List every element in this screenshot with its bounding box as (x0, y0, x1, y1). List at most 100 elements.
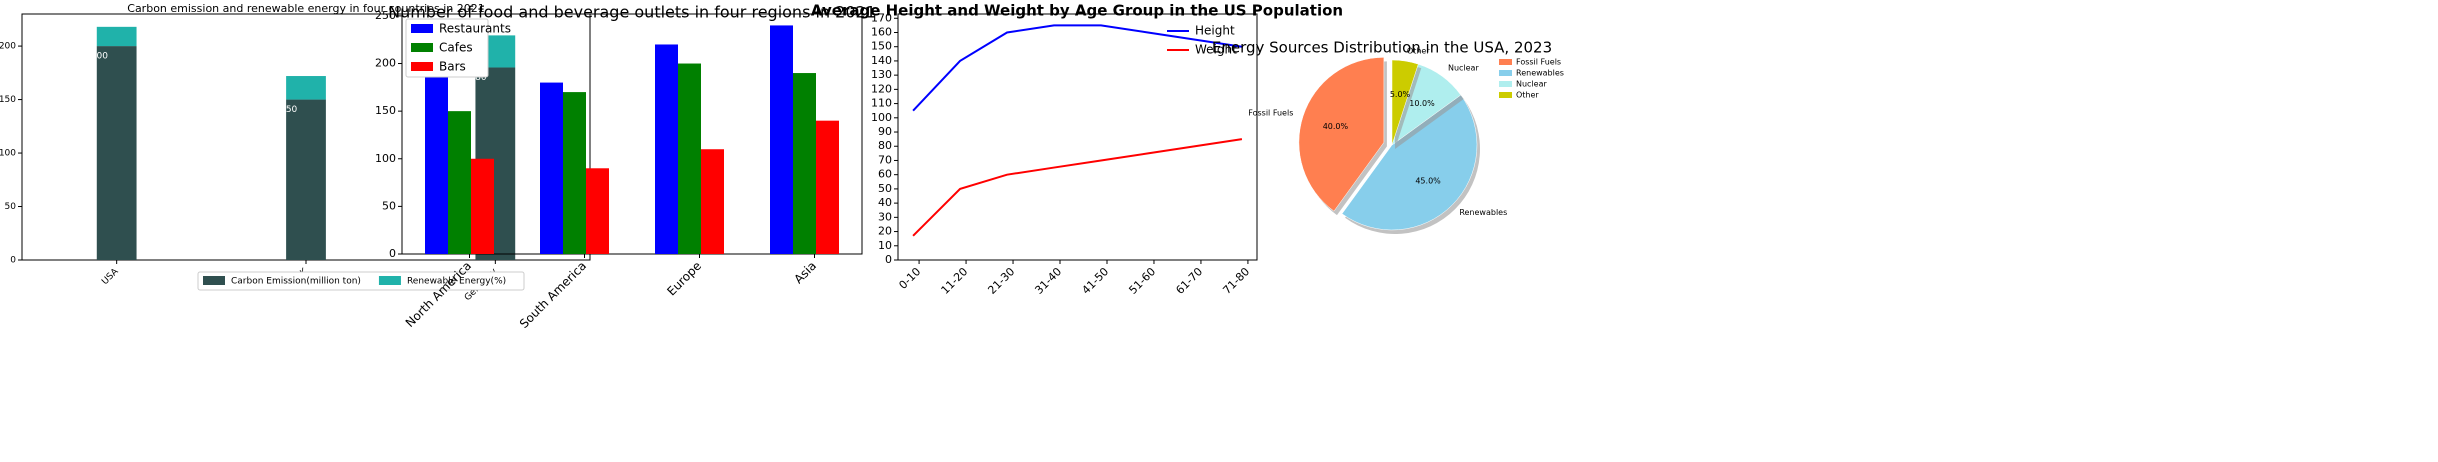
pie-slice (1341, 94, 1478, 231)
slice-label: Fossil Fuels (1248, 108, 1293, 117)
y-tick-label: 50 (5, 202, 17, 212)
legend-swatch (1499, 59, 1512, 65)
pct-label: 5.0% (1390, 90, 1411, 99)
y-tick-label: 90 (878, 125, 892, 138)
legend-swatch (411, 24, 433, 33)
slice-label: Other (1407, 46, 1430, 55)
bar (678, 63, 701, 255)
y-tick-label: 20 (878, 225, 892, 238)
x-tick-label: Asia (791, 259, 819, 287)
pie-slice (1298, 57, 1385, 212)
y-tick-label: 200 (375, 57, 396, 70)
x-tick-label: Europe (664, 259, 704, 299)
bar (448, 111, 471, 255)
pie-slice (1391, 59, 1419, 146)
chart-title: Average Height and Weight by Age Group i… (811, 2, 1343, 20)
legend-label: Height (1195, 24, 1235, 38)
plot-frame (401, 13, 863, 255)
bar (655, 44, 678, 254)
y-tick-label: 110 (871, 97, 892, 110)
chart-title: Energy Sources Distribution in the USA, … (1212, 39, 1552, 57)
legend-swatch (378, 276, 401, 285)
y-tick-label: 70 (878, 153, 892, 166)
bar (471, 158, 494, 254)
x-tick-label: 61-70 (1173, 265, 1205, 297)
bar (563, 92, 586, 254)
slice-label: Renewables (1459, 208, 1507, 217)
legend-swatch (411, 43, 433, 52)
y-tick-label: 100 (871, 111, 892, 124)
y-tick-label: 150 (375, 104, 396, 117)
y-tick-label: 50 (878, 182, 892, 195)
y-tick-label: 0 (885, 253, 892, 266)
legend-swatch (1499, 92, 1512, 98)
legend-swatch (1499, 81, 1512, 87)
x-tick-label: 0-10 (896, 265, 923, 292)
bar (816, 120, 839, 255)
legend-label: Renewables (1516, 69, 1564, 78)
legend-label: Carbon Emission(million ton) (231, 277, 361, 287)
x-tick-label: 21-30 (985, 265, 1017, 297)
legend-label: Bars (439, 60, 466, 74)
chart-title: Number of food and beverage outlets in f… (388, 3, 876, 22)
bar-segment (286, 76, 326, 100)
legend-label: Nuclear (1516, 80, 1548, 89)
y-tick-label: 80 (878, 139, 892, 152)
data-label: 200 (91, 52, 108, 62)
legend-label: Cafes (439, 41, 473, 55)
bar-segment (286, 99, 326, 260)
y-tick-label: 30 (878, 210, 892, 223)
y-tick-label: 0 (389, 247, 396, 260)
bar (793, 73, 816, 254)
x-tick-label: South America (517, 259, 589, 331)
data-label: 180 (469, 73, 486, 83)
y-tick-label: 60 (878, 168, 892, 181)
bar (770, 25, 793, 254)
chart-title: Carbon emission and renewable energy in … (127, 2, 484, 15)
pct-label: 10.0% (1409, 99, 1435, 108)
y-tick-label: 170 (871, 11, 892, 24)
y-tick-label: 250 (375, 9, 396, 22)
legend-box (197, 271, 525, 291)
pct-label: 40.0% (1323, 122, 1349, 131)
y-tick-label: 140 (871, 54, 892, 67)
legend-label: Restaurants (439, 22, 511, 36)
bar-segment (96, 46, 137, 260)
bar (586, 168, 609, 254)
legend-label: Weight (1195, 43, 1237, 57)
slice-label: Nuclear (1448, 63, 1480, 72)
line (912, 24, 1243, 112)
legend-label: Fossil Fuels (1516, 58, 1561, 67)
y-tick-label: 100 (0, 149, 16, 159)
legend-swatch (203, 276, 225, 285)
y-tick-label: 130 (871, 68, 892, 81)
plot-frame (897, 13, 1258, 261)
legend-label: Renewable Energy(%) (407, 277, 506, 287)
data-label: 150 (280, 105, 297, 115)
y-tick-label: 50 (382, 199, 396, 212)
legend-swatch (411, 62, 433, 71)
y-tick-label: 150 (0, 95, 16, 105)
line (912, 138, 1243, 237)
bar-segment (96, 26, 137, 47)
legend-swatch (1499, 70, 1512, 76)
pct-label: 45.0% (1415, 177, 1441, 186)
y-tick-label: 200 (0, 42, 16, 52)
x-tick-label: USA (100, 266, 121, 287)
y-tick-label: 10 (878, 239, 892, 252)
y-tick-label: 150 (871, 40, 892, 53)
legend-label: Other (1516, 91, 1539, 100)
x-tick-label: 41-50 (1079, 265, 1111, 297)
bar (701, 149, 724, 254)
y-tick-label: 0 (10, 256, 16, 266)
x-tick-label: 31-40 (1032, 265, 1064, 297)
y-tick-label: 160 (871, 25, 892, 38)
y-tick-label: 100 (375, 152, 396, 165)
y-tick-label: 120 (871, 82, 892, 95)
y-tick-label: 40 (878, 196, 892, 209)
x-tick-label: 51-60 (1126, 265, 1158, 297)
x-tick-label: 71-80 (1220, 265, 1252, 297)
bar (425, 63, 448, 255)
